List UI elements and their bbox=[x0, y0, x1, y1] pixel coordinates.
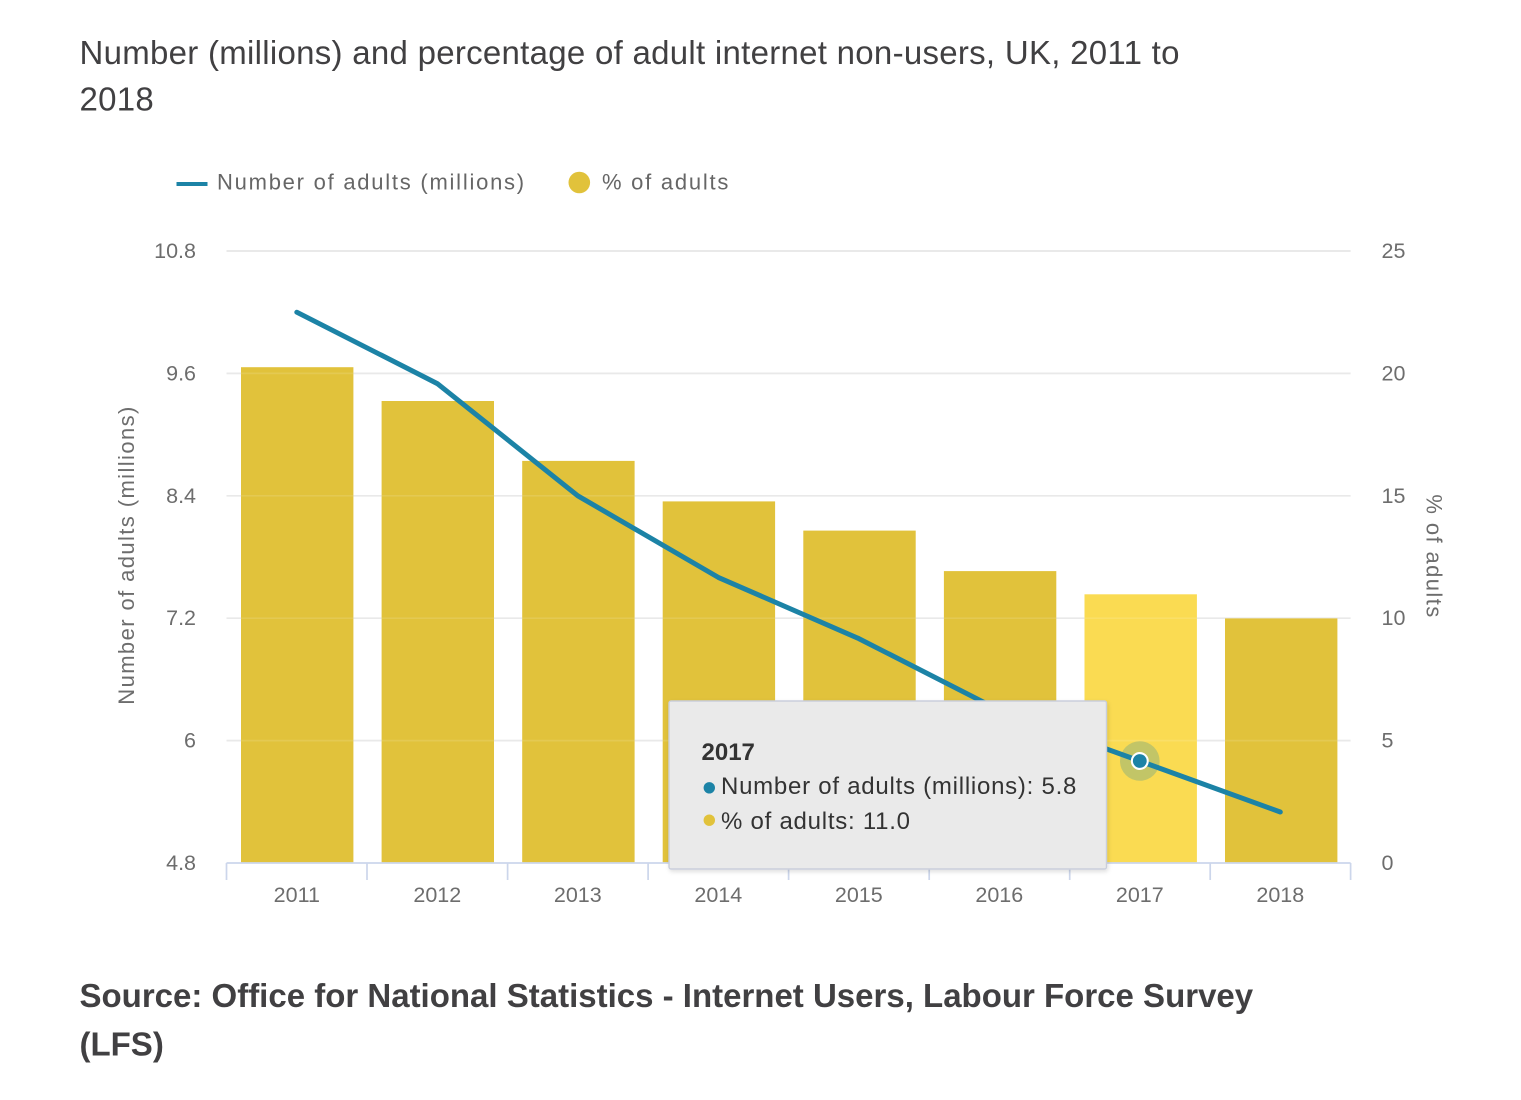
svg-text:15: 15 bbox=[1382, 484, 1406, 508]
svg-text:2017: 2017 bbox=[702, 739, 755, 766]
svg-text:4.8: 4.8 bbox=[166, 851, 196, 875]
svg-text:6: 6 bbox=[184, 729, 196, 753]
svg-text:9.6: 9.6 bbox=[166, 361, 196, 385]
svg-text:2018: 2018 bbox=[80, 81, 155, 118]
svg-text:(LFS): (LFS) bbox=[80, 1025, 164, 1062]
svg-text:% of adults: % of adults bbox=[602, 170, 730, 195]
svg-text:% of adults: 11.0: % of adults: 11.0 bbox=[721, 808, 911, 835]
svg-text:2017: 2017 bbox=[1116, 883, 1164, 907]
svg-text:2011: 2011 bbox=[274, 883, 320, 907]
svg-text:10: 10 bbox=[1382, 606, 1406, 630]
svg-text:25: 25 bbox=[1382, 239, 1406, 263]
svg-text:Source: Office for National St: Source: Office for National Statistics -… bbox=[80, 977, 1254, 1014]
svg-text:8.4: 8.4 bbox=[166, 484, 196, 508]
svg-text:20: 20 bbox=[1382, 361, 1406, 385]
svg-text:% of adults: % of adults bbox=[1422, 494, 1447, 618]
svg-text:2018: 2018 bbox=[1256, 883, 1304, 907]
svg-text:Number of adults (millions): 5: Number of adults (millions): 5.8 bbox=[721, 773, 1077, 800]
svg-text:Number of adults (millions): Number of adults (millions) bbox=[114, 405, 139, 704]
svg-text:2013: 2013 bbox=[554, 883, 602, 907]
svg-text:2016: 2016 bbox=[975, 883, 1023, 907]
svg-text:Number (millions) and percenta: Number (millions) and percentage of adul… bbox=[80, 34, 1180, 71]
svg-text:Number of adults (millions): Number of adults (millions) bbox=[217, 170, 526, 195]
svg-text:7.2: 7.2 bbox=[166, 606, 196, 630]
svg-text:0: 0 bbox=[1382, 851, 1394, 875]
svg-text:2015: 2015 bbox=[835, 883, 883, 907]
svg-text:2014: 2014 bbox=[694, 883, 742, 907]
svg-text:10.8: 10.8 bbox=[154, 239, 196, 263]
svg-text:2012: 2012 bbox=[413, 883, 461, 907]
svg-text:5: 5 bbox=[1382, 729, 1394, 753]
